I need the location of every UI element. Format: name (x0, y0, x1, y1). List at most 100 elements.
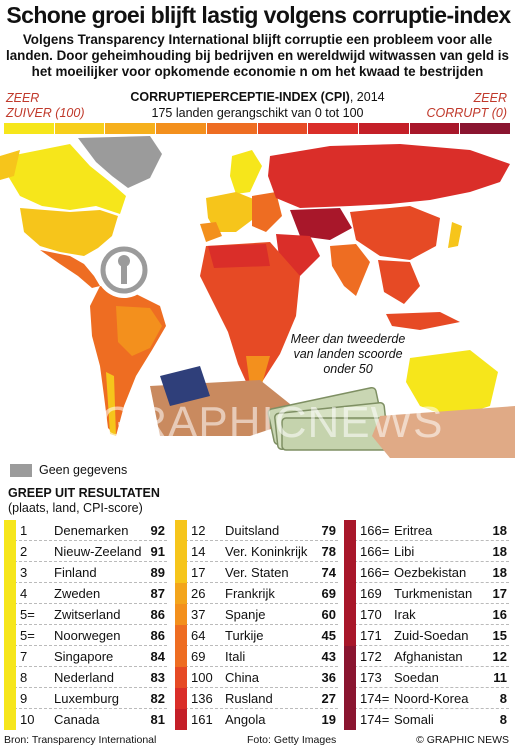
score-cell: 60 (321, 606, 336, 622)
page-title: Schone groei blijft lastig volgens corru… (6, 2, 511, 28)
scale-left-label-bottom: ZUIVER (100) (6, 106, 85, 120)
table-row: 7 Singapore 84 (4, 645, 167, 667)
table-row: 174= Somali 8 (344, 709, 509, 730)
score-cell: 82 (150, 690, 165, 706)
table-row: 64 Turkije 45 (175, 624, 338, 646)
country-cell: Noorwegen (54, 627, 121, 643)
rank-cell: 136 (191, 690, 213, 706)
country-cell: Luxemburg (54, 690, 120, 706)
table-row: 171 Zuid-Soedan 15 (344, 624, 509, 646)
map-china (350, 206, 440, 260)
results-subtitle: (plaats, land, CPI-score) (8, 501, 143, 515)
map-southern-africa (246, 356, 270, 386)
rank-cell: 37 (191, 606, 206, 622)
table-row: 170 Irak 16 (344, 603, 509, 625)
country-cell: Nederland (54, 669, 114, 685)
score-color-swatch (175, 624, 187, 646)
map-annotation: Meer dan tweederde van landen scoorde on… (290, 332, 406, 376)
score-color-swatch (4, 645, 16, 667)
map-canada (8, 144, 126, 214)
map-scandinavia (230, 150, 262, 194)
rank-cell: 9 (20, 690, 28, 706)
score-color-swatch (344, 582, 356, 604)
scale-right-label-bottom: CORRUPT (0) (426, 106, 507, 120)
map-india (330, 244, 370, 296)
score-cell: 81 (150, 712, 165, 727)
score-color-swatch (4, 582, 16, 604)
map-usa (20, 208, 118, 256)
source-credit: Bron: Transparency International (4, 734, 157, 746)
score-cell: 92 (150, 522, 165, 538)
score-color-swatch (344, 540, 356, 562)
rank-cell: 100 (191, 669, 213, 685)
graphic-news-credit: © GRAPHIC NEWS (416, 734, 509, 746)
results-column-1: 1 Denemarken 92 2 Nieuw-Zeeland 91 3 Finland 89 4… (4, 519, 167, 730)
table-row: 4 Zweden 87 (4, 582, 167, 604)
country-cell: Angola (225, 712, 266, 727)
country-cell: Soedan (394, 669, 439, 685)
score-cell: 36 (321, 669, 336, 685)
money-stack-icon (267, 386, 393, 451)
country-cell: Somali (394, 712, 434, 727)
map-africa (200, 242, 300, 386)
rank-cell: 69 (191, 648, 206, 664)
country-cell: Rusland (225, 690, 273, 706)
rank-cell: 26 (191, 585, 206, 601)
score-color-swatch (175, 666, 187, 688)
scale-segment (105, 123, 157, 134)
map-iberia (200, 222, 222, 242)
score-color-swatch (344, 687, 356, 709)
score-cell: 19 (321, 712, 336, 727)
map-western-europe (206, 192, 256, 232)
score-color-swatch (4, 540, 16, 562)
table-row: 100 China 36 (175, 666, 338, 688)
country-cell: Turkmenistan (394, 585, 473, 601)
country-cell: Singapore (54, 648, 114, 664)
rank-cell: 171 (360, 627, 382, 643)
rank-cell: 174= (360, 712, 390, 727)
map-greenland (78, 136, 162, 188)
score-color-swatch (4, 561, 16, 583)
score-cell: 69 (321, 585, 336, 601)
score-cell: 18 (492, 564, 507, 580)
photo-credit: Foto: Getty Images (247, 734, 337, 746)
table-row: 5= Noorwegen 86 (4, 624, 167, 646)
score-cell: 79 (321, 522, 336, 538)
score-color-swatch (344, 709, 356, 730)
country-cell: Libi (394, 543, 415, 559)
rank-cell: 8 (20, 669, 28, 685)
rank-cell: 166= (360, 522, 390, 538)
score-cell: 84 (150, 648, 165, 664)
country-cell: Zwitserland (54, 606, 121, 622)
score-cell: 45 (321, 627, 336, 643)
country-cell: Irak (394, 606, 416, 622)
map-mexico (40, 250, 100, 288)
score-cell: 17 (492, 585, 507, 601)
score-color-swatch (344, 603, 356, 625)
country-cell: Oezbekistan (394, 564, 467, 580)
score-color-swatch (4, 603, 16, 625)
results-column-3: 166= Eritrea 18 166= Libi 18 166= Oezbekistan 18… (344, 519, 509, 730)
table-row: 17 Ver. Staten 74 (175, 561, 338, 583)
score-cell: 8 (499, 712, 507, 727)
table-row: 37 Spanje 60 (175, 603, 338, 625)
map-indonesia (386, 312, 460, 330)
table-row: 12 Duitsland 79 (175, 519, 338, 541)
scale-segment (257, 123, 309, 134)
rank-cell: 14 (191, 543, 206, 559)
scale-right-label-top: ZEER (473, 91, 507, 105)
country-cell: Itali (225, 648, 246, 664)
score-cell: 43 (321, 648, 336, 664)
score-cell: 18 (492, 522, 507, 538)
score-color-swatch (175, 645, 187, 667)
score-color-swatch (344, 666, 356, 688)
results-title: GREEP UIT RESULTATEN (8, 486, 160, 500)
country-cell: Nieuw-Zeeland (54, 543, 141, 559)
table-row: 8 Nederland 83 (4, 666, 167, 688)
table-row: 14 Ver. Koninkrijk 78 (175, 540, 338, 562)
score-color-swatch (175, 561, 187, 583)
score-color-swatch (175, 582, 187, 604)
table-row: 9 Luxemburg 82 (4, 687, 167, 709)
score-color-swatch (175, 540, 187, 562)
score-cell: 16 (492, 606, 507, 622)
